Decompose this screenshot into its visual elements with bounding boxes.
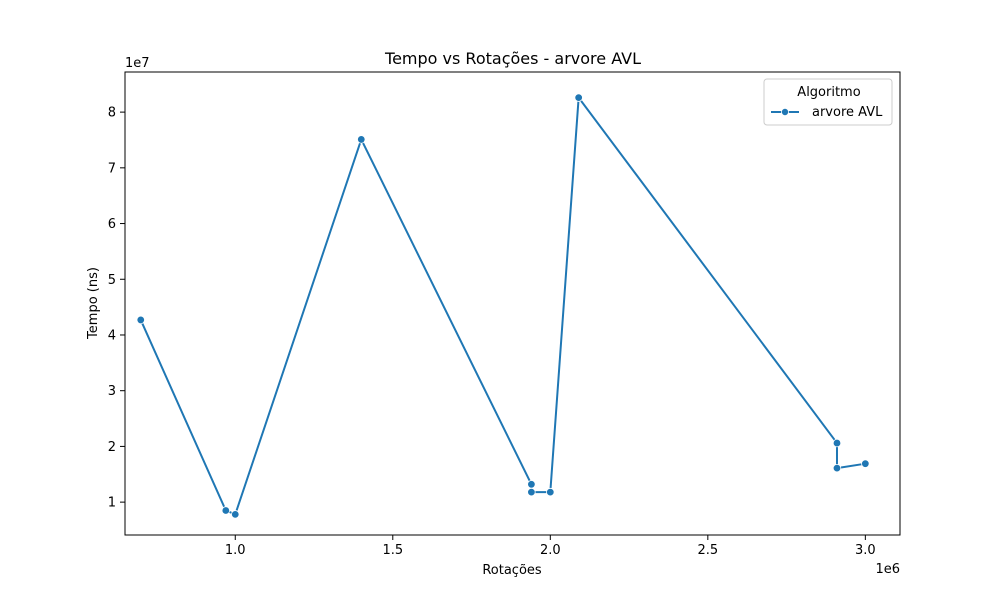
data-point — [136, 315, 145, 325]
series-line-segment — [835, 462, 867, 470]
series-line-segment — [360, 138, 533, 486]
data-point — [546, 487, 555, 497]
data-point — [832, 463, 842, 473]
legend: Algoritmo arvore AVL — [763, 78, 893, 126]
x-tick-label: 1.5 — [382, 543, 403, 558]
data-point — [527, 487, 536, 497]
plot-area: 1.0 1.5 2.0 2.5 3.0 1 2 3 4 5 6 7 8 — [108, 71, 901, 558]
series-line-segment — [549, 96, 580, 494]
series-line-segment — [234, 138, 363, 516]
series-points — [136, 93, 870, 519]
x-tick-label: 2.5 — [697, 543, 718, 558]
data-point — [574, 93, 583, 102]
y-axis-label: Tempo (ns) — [86, 267, 101, 340]
legend-point-marker — [781, 108, 790, 117]
series-line-segment — [577, 96, 838, 445]
series-lines — [139, 96, 867, 516]
chart-title: Tempo vs Rotações - arvore AVL — [384, 49, 641, 68]
data-point — [231, 510, 240, 519]
y-tick-label: 8 — [108, 106, 116, 121]
y-tick-label: 7 — [108, 161, 116, 176]
legend-entry-label: arvore AVL — [812, 105, 883, 120]
y-multiplier-label: 1e7 — [125, 56, 150, 71]
axes-frame — [124, 71, 901, 536]
data-point — [221, 506, 231, 515]
data-point — [527, 480, 536, 489]
x-multiplier-label: 1e6 — [875, 562, 900, 577]
data-point — [357, 135, 366, 144]
legend-box — [763, 78, 893, 126]
x-axis-label: Rotações — [482, 563, 542, 578]
legend-title: Algoritmo — [797, 85, 860, 100]
y-tick-label: 2 — [108, 440, 116, 455]
series-line-segment — [139, 318, 227, 512]
x-axis-ticks: 1.0 1.5 2.0 2.5 3.0 — [225, 535, 876, 558]
y-tick-label: 3 — [108, 384, 116, 399]
x-tick-label: 3.0 — [855, 543, 876, 558]
x-tick-label: 2.0 — [540, 543, 561, 558]
y-tick-label: 5 — [108, 273, 116, 288]
y-axis-ticks: 1 2 3 4 5 6 7 8 — [108, 106, 125, 511]
x-tick-label: 1.0 — [225, 543, 246, 558]
y-tick-label: 6 — [108, 217, 116, 232]
y-tick-label: 4 — [108, 328, 116, 343]
data-point — [832, 438, 842, 448]
data-point — [861, 459, 870, 468]
y-tick-label: 1 — [108, 496, 116, 511]
